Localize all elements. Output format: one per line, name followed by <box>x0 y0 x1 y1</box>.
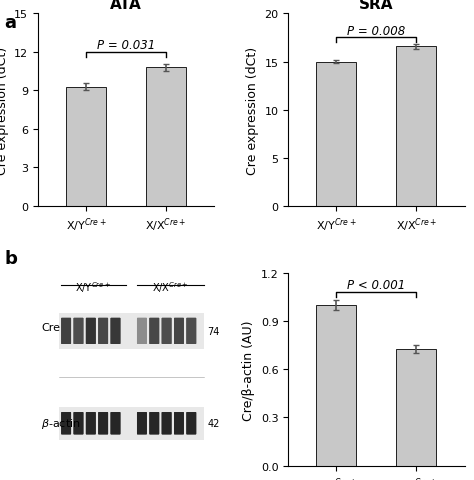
Y-axis label: Cre expression (dCt): Cre expression (dCt) <box>0 47 9 174</box>
FancyBboxPatch shape <box>59 407 204 440</box>
FancyBboxPatch shape <box>61 412 71 434</box>
FancyBboxPatch shape <box>73 318 83 344</box>
FancyBboxPatch shape <box>98 318 108 344</box>
Title: ATA: ATA <box>110 0 142 12</box>
FancyBboxPatch shape <box>162 318 172 344</box>
FancyBboxPatch shape <box>73 318 83 344</box>
Text: X/Y$^{Cre+}$: X/Y$^{Cre+}$ <box>74 279 110 294</box>
FancyBboxPatch shape <box>110 318 120 344</box>
Text: P < 0.001: P < 0.001 <box>347 278 405 291</box>
FancyBboxPatch shape <box>174 412 184 434</box>
FancyBboxPatch shape <box>110 412 120 434</box>
FancyBboxPatch shape <box>86 318 96 344</box>
FancyBboxPatch shape <box>137 412 147 434</box>
FancyBboxPatch shape <box>86 412 96 434</box>
FancyBboxPatch shape <box>162 412 172 434</box>
FancyBboxPatch shape <box>86 318 96 344</box>
FancyBboxPatch shape <box>110 412 120 434</box>
Text: b: b <box>5 250 18 267</box>
Text: X/X$^{Cre+}$: X/X$^{Cre+}$ <box>152 279 188 294</box>
Bar <box>396 47 437 206</box>
FancyBboxPatch shape <box>162 318 172 344</box>
FancyBboxPatch shape <box>98 412 108 434</box>
FancyBboxPatch shape <box>186 412 196 434</box>
Y-axis label: Cre/β-actin (AU): Cre/β-actin (AU) <box>242 320 255 420</box>
FancyBboxPatch shape <box>162 412 172 434</box>
FancyBboxPatch shape <box>174 318 184 344</box>
Title: SRA: SRA <box>359 0 393 12</box>
FancyBboxPatch shape <box>61 412 71 434</box>
Text: P = 0.031: P = 0.031 <box>97 38 155 51</box>
FancyBboxPatch shape <box>186 412 196 434</box>
FancyBboxPatch shape <box>59 313 204 349</box>
FancyBboxPatch shape <box>73 412 83 434</box>
Bar <box>66 87 106 206</box>
FancyBboxPatch shape <box>149 412 159 434</box>
FancyBboxPatch shape <box>61 318 71 344</box>
FancyBboxPatch shape <box>98 412 108 434</box>
Text: $\beta$-actin: $\beta$-actin <box>41 416 81 431</box>
Text: a: a <box>5 14 17 32</box>
Text: P = 0.008: P = 0.008 <box>347 24 405 37</box>
FancyBboxPatch shape <box>186 318 196 344</box>
FancyBboxPatch shape <box>98 318 108 344</box>
FancyBboxPatch shape <box>174 318 184 344</box>
Y-axis label: Cre expression (dCt): Cre expression (dCt) <box>246 47 259 174</box>
FancyBboxPatch shape <box>149 318 159 344</box>
Bar <box>396 349 437 466</box>
FancyBboxPatch shape <box>110 318 120 344</box>
Bar <box>316 62 356 206</box>
FancyBboxPatch shape <box>137 318 147 344</box>
FancyBboxPatch shape <box>186 318 196 344</box>
Text: 74: 74 <box>207 326 219 336</box>
FancyBboxPatch shape <box>73 412 83 434</box>
FancyBboxPatch shape <box>137 412 147 434</box>
FancyBboxPatch shape <box>149 318 159 344</box>
FancyBboxPatch shape <box>137 318 147 344</box>
FancyBboxPatch shape <box>149 412 159 434</box>
FancyBboxPatch shape <box>61 318 71 344</box>
FancyBboxPatch shape <box>174 412 184 434</box>
Text: Cre: Cre <box>41 323 61 332</box>
FancyBboxPatch shape <box>86 412 96 434</box>
Bar <box>316 306 356 466</box>
Text: 42: 42 <box>207 419 219 428</box>
Bar <box>146 68 186 206</box>
